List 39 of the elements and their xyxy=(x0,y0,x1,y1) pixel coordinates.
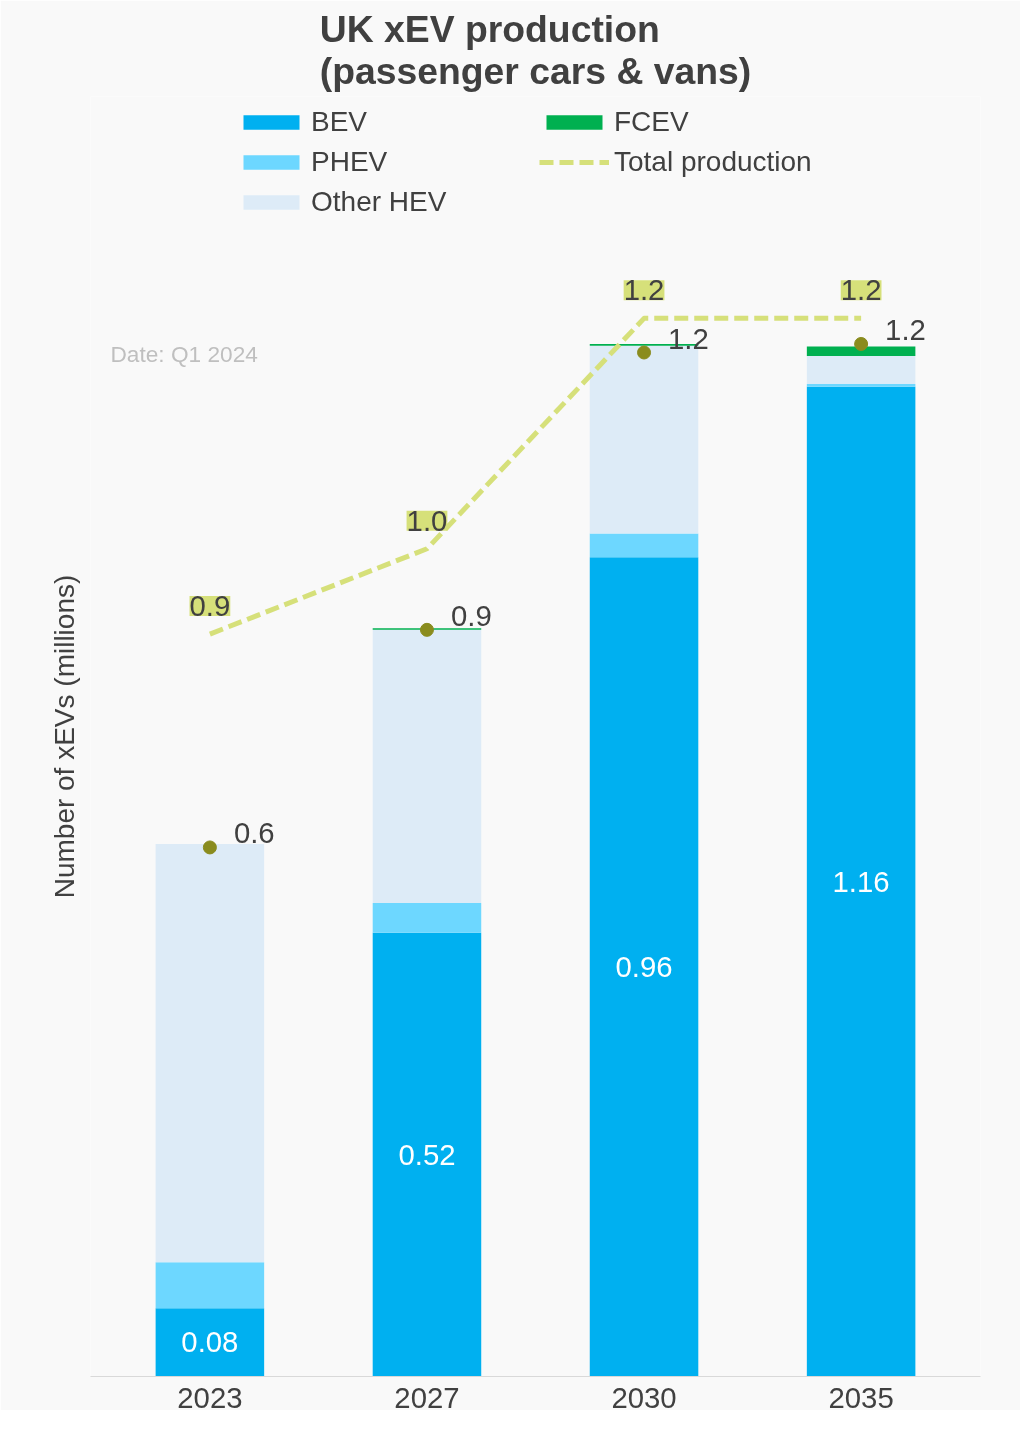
x-tick-label: 2030 xyxy=(611,1380,677,1414)
legend-label: PHEV xyxy=(311,146,389,178)
data-label: 0.96 xyxy=(615,949,673,983)
bar xyxy=(372,932,482,1377)
y-axis-title: Number of xEVs (millions) xyxy=(48,574,80,899)
data-label: 1.2 xyxy=(885,312,926,346)
point xyxy=(637,345,652,360)
data-label: 0.9 xyxy=(450,598,492,632)
point xyxy=(419,622,434,637)
data-label: 0.9 xyxy=(189,589,231,623)
legend-label: Total production xyxy=(614,146,813,178)
data-label: 1.16 xyxy=(832,864,890,898)
data-label: 0.08 xyxy=(181,1325,239,1359)
bar xyxy=(806,386,916,1377)
legend-label: BEV xyxy=(311,106,369,138)
bar xyxy=(372,902,482,933)
bar xyxy=(806,384,916,387)
data-label: 1.2 xyxy=(840,273,882,307)
bar xyxy=(155,1262,265,1309)
x-tick-label: 2023 xyxy=(177,1380,243,1414)
data-label: 0.6 xyxy=(233,816,275,850)
x-tick-label: 2027 xyxy=(394,1380,460,1414)
data-label: 1.0 xyxy=(406,503,448,537)
point xyxy=(202,840,217,855)
bar xyxy=(372,629,482,903)
bar xyxy=(806,346,916,356)
data-label: 1.2 xyxy=(623,273,665,307)
legend-label: FCEV xyxy=(614,106,690,138)
bar xyxy=(155,1308,265,1377)
bar xyxy=(155,844,265,1263)
annotation: Date: Q1 2024 xyxy=(110,340,258,367)
chart-title: UK xEV production (passenger cars & vans) xyxy=(319,7,752,92)
data-label: 0.52 xyxy=(398,1137,456,1171)
bar xyxy=(589,533,699,558)
legend-label: Other HEV xyxy=(311,186,448,218)
bar xyxy=(806,355,916,385)
bar xyxy=(589,557,699,1377)
point xyxy=(854,336,869,351)
x-tick-label: 2035 xyxy=(828,1380,894,1414)
